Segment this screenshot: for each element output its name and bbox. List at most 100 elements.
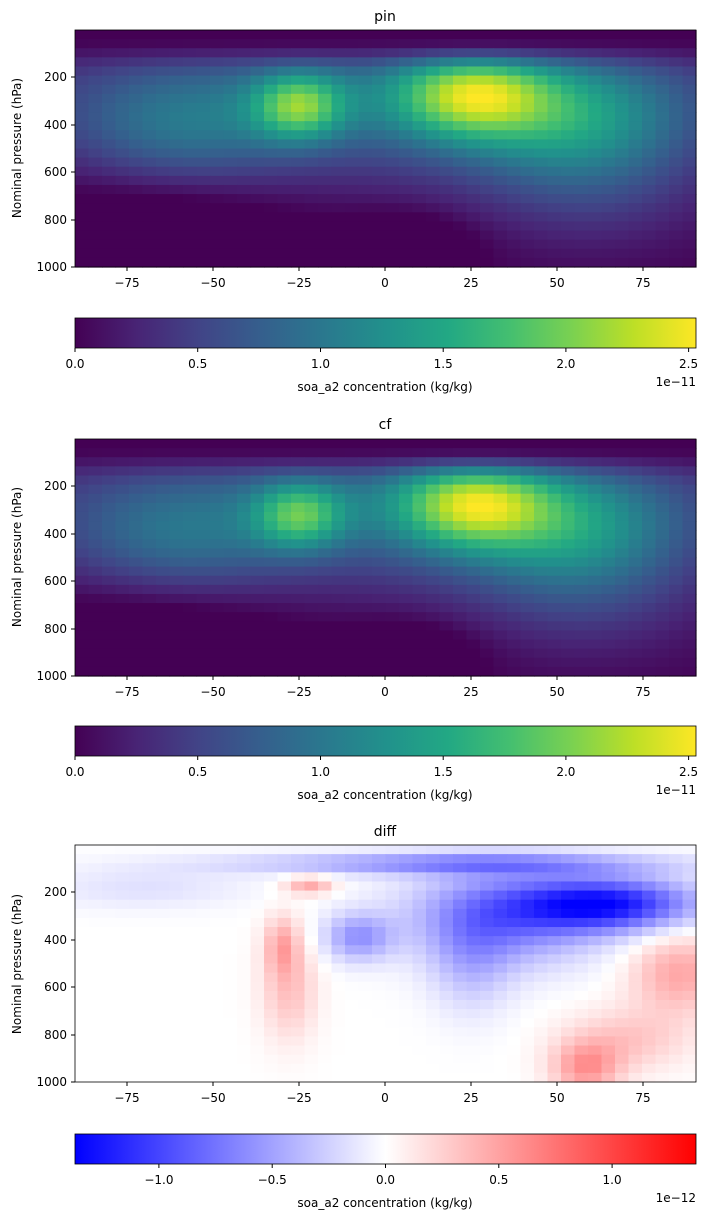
heatmap-cell [345,854,360,864]
heatmap-cell [210,621,225,632]
heatmap-cell [534,539,549,549]
heatmap-cell [115,230,130,241]
heatmap-cell [331,30,346,40]
heatmap-cell [480,908,495,919]
colorbar-tick-label: −0.5 [258,1173,287,1187]
heatmap-cell [655,1072,670,1083]
heatmap-cell [466,484,481,495]
heatmap-cell [520,139,535,150]
heatmap-cell [520,954,535,965]
heatmap-cell [115,963,130,974]
heatmap-cell [628,48,643,58]
heatmap-cell [561,917,576,928]
heatmap-cell [291,493,306,504]
heatmap-cell [412,1063,427,1074]
heatmap-cell [453,57,468,68]
heatmap-cell [426,648,441,659]
heatmap-cell [534,475,549,486]
heatmap-cell [102,666,117,677]
heatmap-cell [75,890,90,901]
heatmap-cell [102,448,117,458]
heatmap-cell [264,899,279,910]
heatmap-cell [183,566,198,577]
heatmap-cell [88,630,103,641]
heatmap-cell [250,972,265,983]
heatmap-cell [115,1009,130,1019]
heatmap-cell [291,908,306,919]
heatmap-cell [412,457,427,467]
heatmap-cell [480,466,495,477]
heatmap-cell [102,945,117,955]
heatmap-cell [318,936,333,946]
heatmap-cell [223,657,238,668]
heatmap-cell [642,48,657,58]
heatmap-cell [439,1036,454,1047]
heatmap-cell [75,575,90,586]
heatmap-cell [480,890,495,901]
heatmap-cell [480,248,495,259]
heatmap-cell [493,845,508,855]
heatmap-cell [156,1072,171,1083]
heatmap-cell [75,945,90,955]
heatmap-cell [574,990,589,1001]
heatmap-cell [520,175,535,186]
heatmap-cell [682,1045,697,1056]
heatmap-cell [412,890,427,901]
heatmap-cell [223,666,238,677]
heatmap-cell [682,666,697,677]
heatmap-cell [682,881,697,892]
heatmap-cell [156,990,171,1001]
heatmap-cell [642,248,657,259]
heatmap-cell [520,75,535,86]
heatmap-cell [642,639,657,650]
heatmap-cell [304,603,319,613]
heatmap-cell [196,1045,211,1056]
heatmap-cell [453,30,468,40]
heatmap-cell [520,203,535,213]
heatmap-cell [480,521,495,531]
heatmap-cell [358,575,373,586]
heatmap-cell [412,1045,427,1056]
heatmap-cell [493,954,508,965]
heatmap-cell [507,1045,522,1056]
heatmap-cell [520,1045,535,1056]
heatmap-cell [75,257,90,268]
heatmap-cell [615,863,630,873]
heatmap-cell [318,175,333,186]
heatmap-cell [237,502,252,513]
heatmap-cell [669,139,684,150]
heatmap-cell [385,194,400,204]
heatmap-cell [588,845,603,855]
heatmap-cell [372,1054,387,1065]
heatmap-cell [642,239,657,250]
heatmap-cell [453,621,468,632]
heatmap-cell [372,39,387,49]
heatmap-cell [142,845,157,855]
heatmap-cell [88,521,103,531]
heatmap-cell [520,612,535,622]
heatmap-cell [628,972,643,983]
heatmap-cell [115,484,130,495]
heatmap-cell [304,575,319,586]
heatmap-cell [588,1009,603,1019]
heatmap-cell [561,1027,576,1038]
heatmap-cell [156,639,171,650]
heatmap-cell [534,93,549,104]
heatmap-cell [372,93,387,104]
heatmap-cell [277,945,292,955]
heatmap-cell [574,493,589,504]
heatmap-cell [493,511,508,522]
heatmap-cell [358,511,373,522]
heatmap-cell [169,230,184,241]
heatmap-cell [507,511,522,522]
heatmap-cell [547,575,562,586]
heatmap-cell [534,112,549,122]
heatmap-cell [102,927,117,937]
heatmap-cell [628,257,643,268]
heatmap-cell [183,548,198,559]
heatmap-cell [507,466,522,477]
heatmap-cell [345,630,360,641]
heatmap-cell [115,184,130,195]
heatmap-cell [399,457,414,467]
heatmap-cell [588,657,603,668]
